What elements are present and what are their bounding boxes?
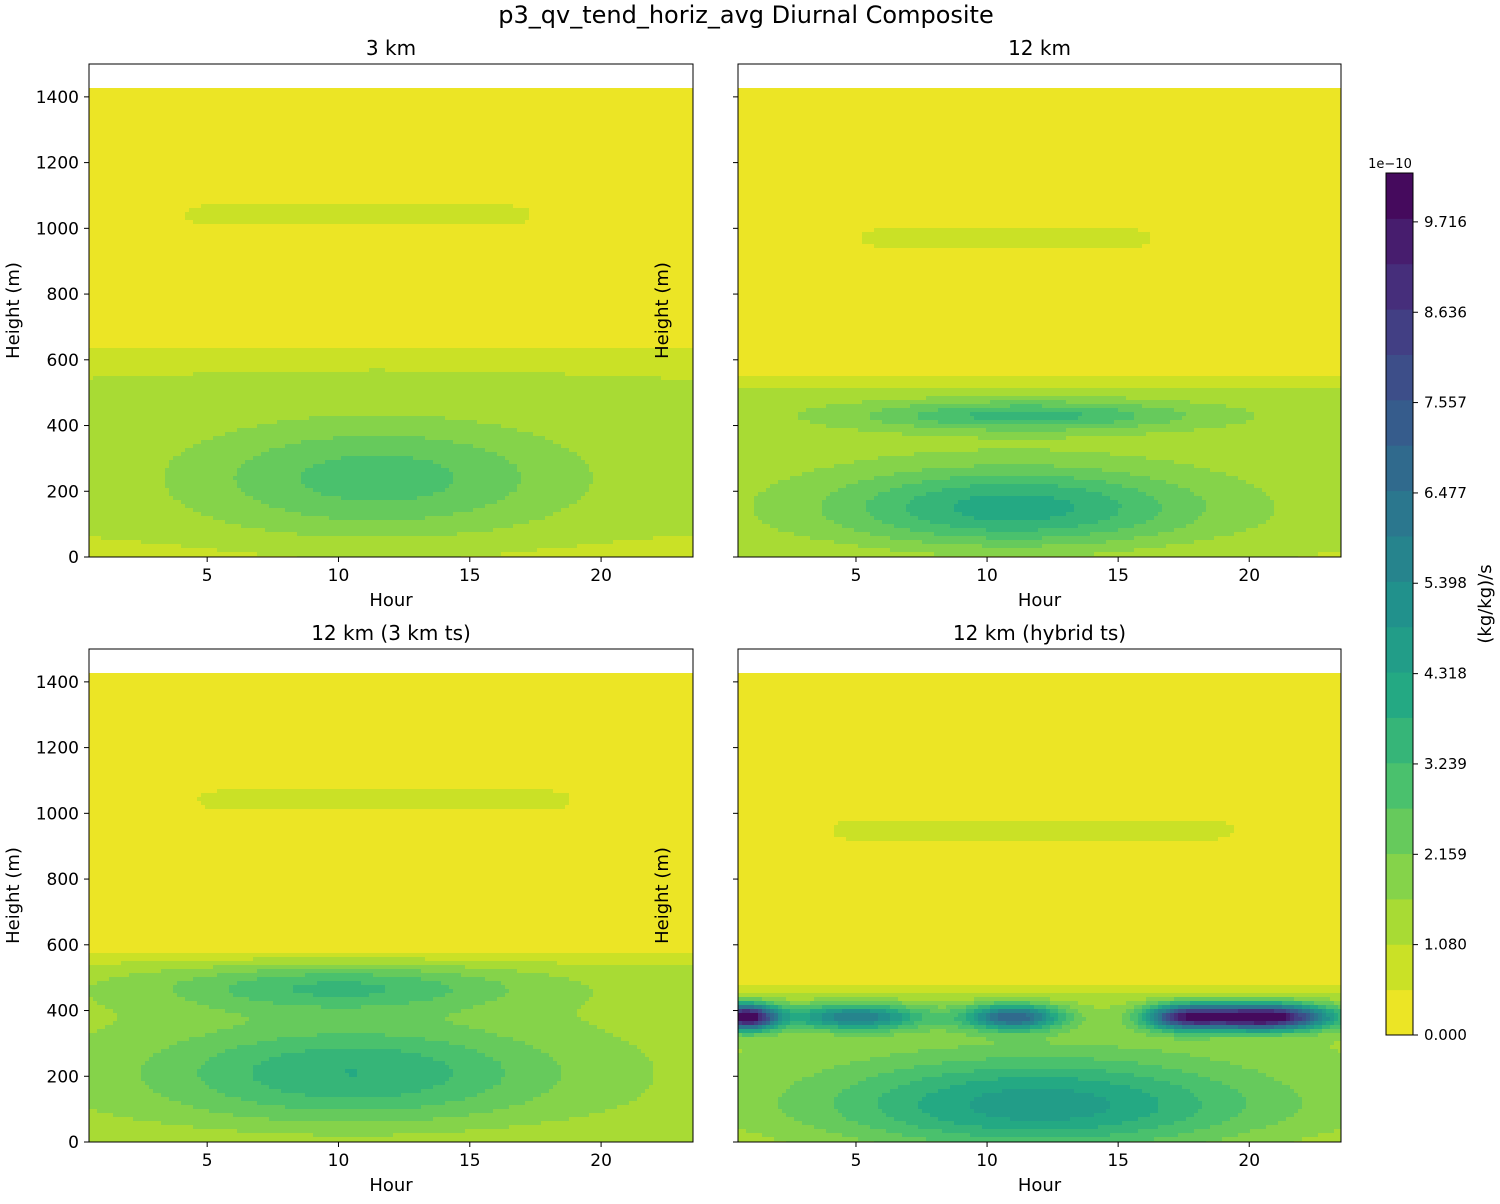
panel-2: 12 km 5 10 15 20 Hour Height (m) xyxy=(652,36,1342,611)
y-tick-label: 200 xyxy=(47,1067,79,1087)
y-tick-label: 400 xyxy=(47,1002,79,1022)
y-tick-label: 400 xyxy=(47,417,79,437)
colorbar-level xyxy=(1386,581,1413,627)
contour-field xyxy=(738,88,1342,558)
panel-title: 12 km xyxy=(1008,36,1071,60)
colorbar-multiplier: 1e−10 xyxy=(1368,157,1412,172)
y-tick-label: 1200 xyxy=(36,154,79,174)
y-tick-label: 0 xyxy=(68,1133,79,1153)
x-tick-label: 5 xyxy=(202,1151,213,1171)
x-tick-label: 10 xyxy=(976,566,998,586)
colorbar-tick-label: 3.239 xyxy=(1424,755,1467,773)
colorbar-tick-label: 7.557 xyxy=(1424,394,1467,412)
x-tick-label: 20 xyxy=(1238,566,1260,586)
colorbar-tick-label: 1.080 xyxy=(1424,936,1467,954)
y-tick-label: 800 xyxy=(47,870,79,890)
x-tick-label: 10 xyxy=(976,1151,998,1171)
x-tick-label: 10 xyxy=(328,566,350,586)
colorbar-level xyxy=(1386,218,1413,264)
diurnal-composite-figure: p3_qv_tend_horiz_avg Diurnal Composite 3… xyxy=(0,0,1500,1200)
x-tick-label: 15 xyxy=(1107,566,1129,586)
y-tick-label: 1200 xyxy=(36,739,79,759)
panel-title: 12 km (3 km ts) xyxy=(311,621,471,645)
y-axis-label: Height (m) xyxy=(652,262,673,359)
panel-title: 12 km (hybrid ts) xyxy=(953,621,1126,645)
colorbar-tick-label: 6.477 xyxy=(1424,484,1467,502)
panel-title: 3 km xyxy=(366,36,416,60)
y-tick-label: 1400 xyxy=(36,673,79,693)
colorbar-level xyxy=(1386,717,1413,763)
y-tick-label: 0 xyxy=(68,548,79,568)
contour-field xyxy=(89,673,694,1143)
colorbar-level xyxy=(1386,899,1413,945)
colorbar-level xyxy=(1386,536,1413,582)
panel-3: 12 km (3 km ts) 5 10 15 20 Hour 0 200 400 600 800 1… xyxy=(3,621,694,1196)
x-tick-label: 15 xyxy=(1107,1151,1129,1171)
y-tick-label: 1400 xyxy=(36,88,79,108)
y-axis-label: Height (m) xyxy=(652,847,673,944)
x-tick-label: 15 xyxy=(459,1151,481,1171)
panel-1: 3 km 5 10 15 20 Hour 0 200 400 600 800 1000 1200 1400… xyxy=(3,36,694,611)
x-tick-label: 20 xyxy=(590,566,612,586)
colorbar-level xyxy=(1386,854,1413,900)
colorbar-tick-label: 4.318 xyxy=(1424,665,1467,683)
colorbar-level xyxy=(1386,354,1413,400)
y-axis-label: Height (m) xyxy=(3,262,24,359)
x-axis-label: Hour xyxy=(369,1175,413,1196)
colorbar-level xyxy=(1386,763,1413,809)
colorbar-level xyxy=(1386,400,1413,446)
colorbar-tick-label: 9.716 xyxy=(1424,213,1467,231)
x-axis-label: Hour xyxy=(1018,590,1062,611)
x-tick-label: 10 xyxy=(328,1151,350,1171)
y-tick-label: 600 xyxy=(47,936,79,956)
y-tick-label: 1000 xyxy=(36,219,79,239)
x-axis-label: Hour xyxy=(1018,1175,1062,1196)
colorbar-tick-label: 8.636 xyxy=(1424,303,1467,321)
colorbar: 1e−10 (kg/kg)/s 0.000 1.080 2.159 3.239 4.31… xyxy=(1368,157,1496,1044)
colorbar-level xyxy=(1386,627,1413,673)
colorbar-tick-label: 2.159 xyxy=(1424,845,1467,863)
y-tick-label: 800 xyxy=(47,285,79,305)
y-tick-label: 1000 xyxy=(36,804,79,824)
panel-4: 12 km (hybrid ts) 5 10 15 20 Hour Height (m) xyxy=(652,621,1342,1196)
colorbar-level xyxy=(1386,672,1413,718)
x-tick-label: 5 xyxy=(202,566,213,586)
y-axis-label: Height (m) xyxy=(3,847,24,944)
colorbar-level xyxy=(1386,990,1413,1036)
x-tick-label: 15 xyxy=(459,566,481,586)
x-axis-label: Hour xyxy=(369,590,413,611)
colorbar-level xyxy=(1386,173,1413,219)
contour-field xyxy=(89,88,694,558)
x-tick-label: 5 xyxy=(851,1151,862,1171)
colorbar-tick-label: 0.000 xyxy=(1424,1026,1467,1044)
colorbar-level xyxy=(1386,309,1413,355)
x-tick-label: 5 xyxy=(851,566,862,586)
colorbar-level xyxy=(1386,264,1413,310)
y-tick-label: 600 xyxy=(47,351,79,371)
x-tick-label: 20 xyxy=(1238,1151,1260,1171)
colorbar-label: (kg/kg)/s xyxy=(1475,564,1496,643)
contour-field xyxy=(738,673,1342,1143)
colorbar-level xyxy=(1386,445,1413,491)
colorbar-level xyxy=(1386,944,1413,990)
x-tick-label: 20 xyxy=(590,1151,612,1171)
colorbar-tick-label: 5.398 xyxy=(1424,574,1467,592)
y-tick-label: 200 xyxy=(47,482,79,502)
figure-title: p3_qv_tend_horiz_avg Diurnal Composite xyxy=(498,1,993,29)
colorbar-level xyxy=(1386,808,1413,854)
colorbar-level xyxy=(1386,491,1413,537)
